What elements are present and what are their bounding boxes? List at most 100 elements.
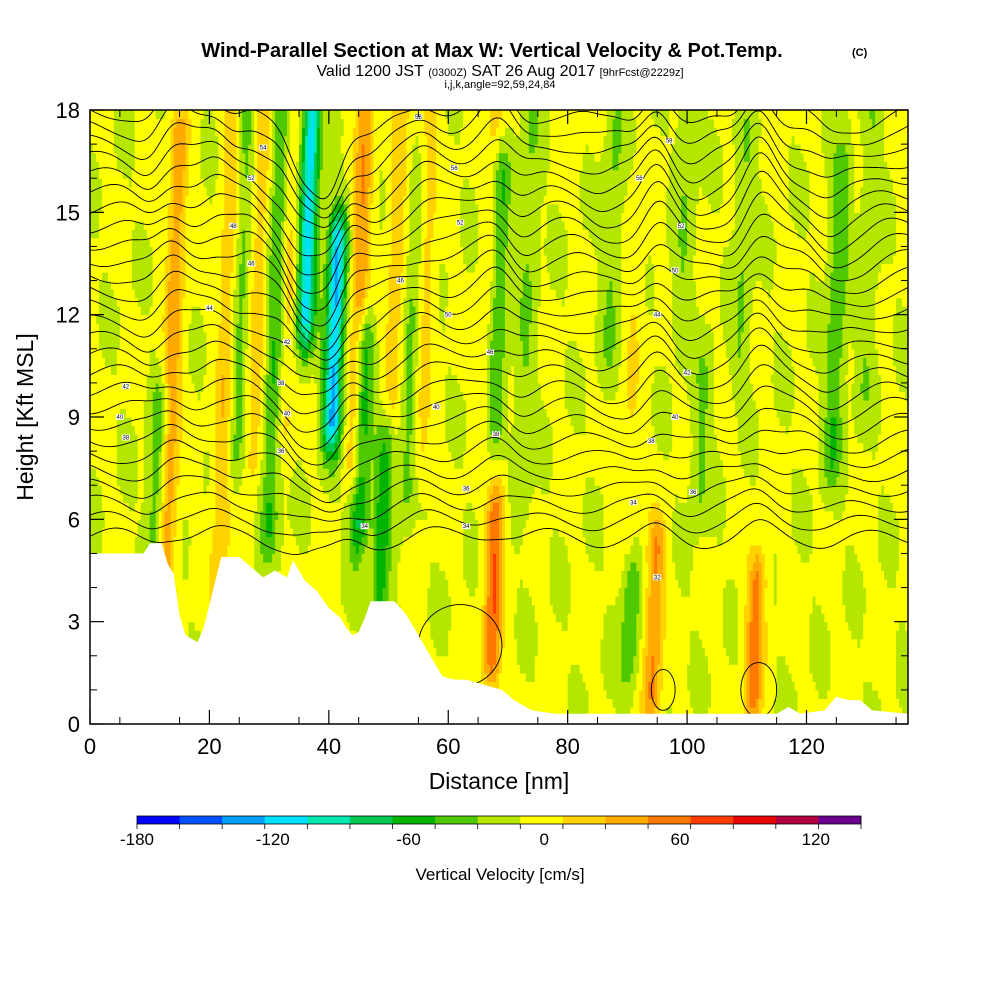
velocity-cell (104, 476, 109, 486)
velocity-cell (200, 374, 205, 384)
velocity-cell (179, 536, 184, 546)
velocity-cell (122, 374, 127, 384)
velocity-cell (152, 237, 157, 248)
velocity-cell (185, 280, 190, 290)
velocity-cell (98, 536, 103, 546)
velocity-cell (212, 561, 216, 572)
velocity-cell (173, 340, 178, 350)
velocity-cell (140, 476, 145, 486)
velocity-cell (140, 246, 145, 256)
velocity-cell (95, 161, 100, 171)
velocity-cell (131, 263, 136, 273)
velocity-cell (90, 340, 94, 350)
velocity-cell (104, 399, 109, 410)
velocity-cell (179, 502, 184, 512)
velocity-cell (107, 195, 112, 205)
grid-indices: i,j,k,angle=92,59,24,84 (444, 79, 555, 91)
velocity-cell (146, 263, 151, 273)
velocity-cell (200, 493, 205, 503)
velocity-cell (197, 391, 202, 401)
velocity-cell (128, 314, 133, 324)
velocity-cell (161, 391, 166, 401)
velocity-cell (137, 459, 142, 469)
velocity-cell (137, 451, 142, 461)
velocity-cell (167, 229, 172, 239)
velocity-cell (104, 297, 109, 307)
velocity-cell (209, 203, 214, 213)
velocity-cell (90, 527, 94, 537)
velocity-cell (149, 254, 154, 265)
velocity-cell (137, 135, 142, 145)
velocity-cell (155, 144, 160, 154)
velocity-cell (146, 118, 151, 128)
velocity-cell (116, 237, 121, 248)
velocity-cell (107, 485, 112, 495)
velocity-cell (113, 220, 118, 230)
velocity-cell (143, 220, 148, 230)
velocity-cell (200, 331, 205, 341)
velocity-cell (110, 425, 115, 435)
velocity-cell (194, 263, 199, 273)
velocity-cell (197, 382, 202, 393)
velocity-cell (209, 365, 214, 375)
velocity-cell (152, 493, 157, 503)
velocity-cell (206, 502, 211, 512)
velocity-cell (167, 391, 172, 401)
velocity-cell (95, 280, 100, 290)
velocity-cell (134, 220, 139, 230)
velocity-cell (167, 408, 172, 418)
velocity-cell (206, 374, 211, 384)
velocity-cell (119, 161, 124, 171)
velocity-cell (185, 272, 190, 282)
velocity-cell (125, 459, 130, 469)
velocity-cell (209, 417, 214, 427)
velocity-cell (90, 135, 94, 145)
velocity-cell (104, 510, 109, 520)
velocity-cell (191, 434, 196, 444)
velocity-cell (140, 220, 145, 230)
velocity-cell (122, 442, 127, 452)
velocity-cell (182, 621, 187, 631)
velocity-cell (197, 399, 202, 410)
velocity-cell (194, 237, 199, 248)
velocity-cell (152, 110, 157, 120)
velocity-cell (161, 340, 166, 350)
velocity-cell (104, 152, 109, 162)
velocity-cell (146, 485, 151, 495)
velocity-cell (140, 289, 145, 299)
velocity-cell (101, 451, 106, 461)
velocity-cell (90, 152, 94, 162)
velocity-cell (116, 203, 121, 213)
velocity-cell (119, 544, 124, 555)
velocity-cell (200, 161, 205, 171)
velocity-cell (206, 110, 211, 120)
velocity-cell (101, 237, 106, 248)
velocity-cell (161, 229, 166, 239)
velocity-cell (152, 382, 157, 393)
velocity-cell (191, 306, 196, 316)
velocity-cell (158, 348, 163, 358)
velocity-cell (107, 451, 112, 461)
velocity-cell (155, 263, 160, 273)
velocity-cell (101, 408, 106, 418)
velocity-cell (194, 212, 199, 222)
velocity-cell (92, 263, 97, 273)
velocity-cell (185, 306, 190, 316)
velocity-cell (197, 263, 202, 273)
velocity-cell (209, 544, 214, 555)
velocity-cell (131, 340, 136, 350)
velocity-cell (107, 323, 112, 333)
velocity-cell (90, 510, 94, 520)
velocity-cell (128, 331, 133, 341)
velocity-cell (203, 331, 208, 341)
velocity-cell (203, 212, 208, 222)
velocity-cell (149, 365, 154, 375)
velocity-cell (137, 263, 142, 273)
velocity-cell (137, 417, 142, 427)
velocity-cell (95, 451, 100, 461)
velocity-cell (143, 459, 148, 469)
velocity-cell (185, 178, 190, 188)
velocity-cell (113, 417, 118, 427)
velocity-cell (140, 203, 145, 213)
velocity-cell (200, 451, 205, 461)
